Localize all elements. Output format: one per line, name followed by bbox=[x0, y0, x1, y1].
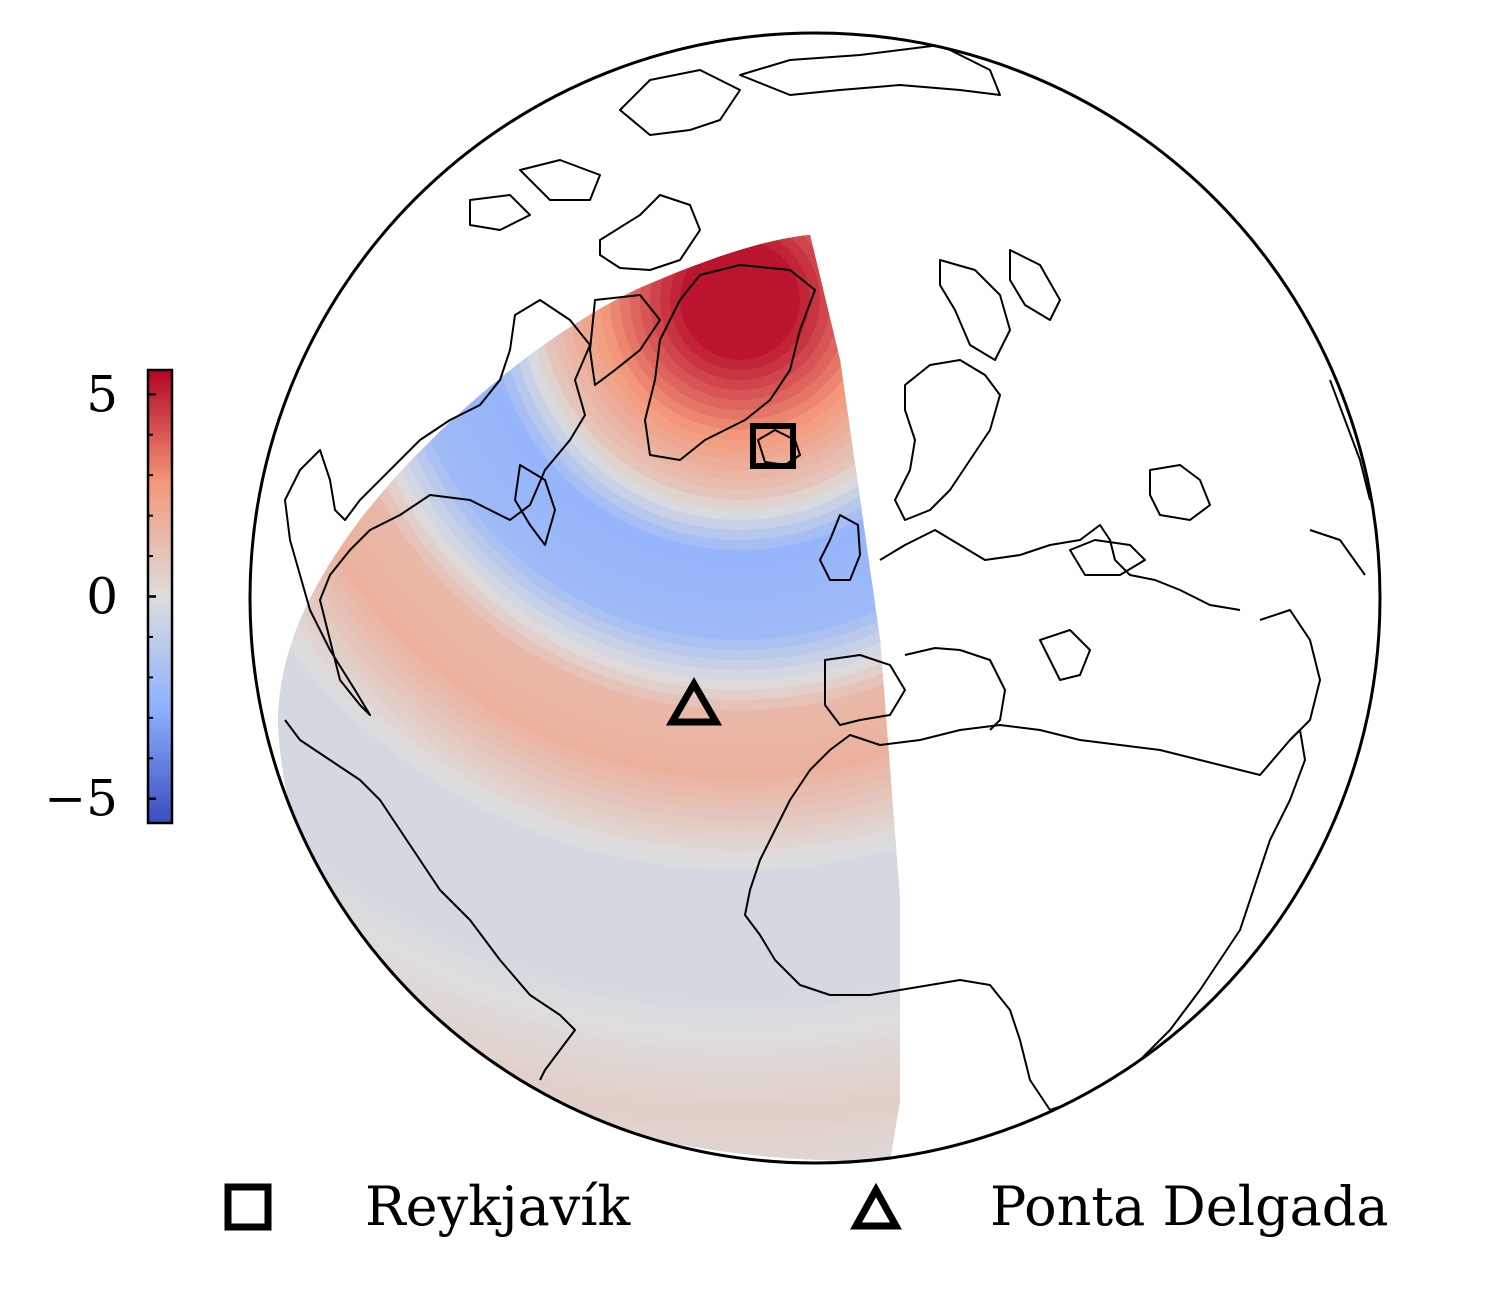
globe-outline bbox=[248, 31, 1382, 1165]
ponta-delgada-marker bbox=[665, 677, 723, 726]
legend: Reykjavík Ponta Delgada bbox=[224, 1175, 1389, 1238]
legend-label-reykjavik: Reykjavík bbox=[365, 1175, 632, 1238]
colorbar-minor-ticks bbox=[148, 433, 153, 760]
colorbar-tick-label: 5 bbox=[86, 365, 118, 423]
reykjavik-marker bbox=[750, 423, 796, 469]
coastlines bbox=[284, 44, 1371, 1111]
colorbar: 5 0 −5 bbox=[44, 365, 174, 828]
legend-square-icon bbox=[224, 1183, 272, 1231]
colorbar-tick-label: 0 bbox=[86, 568, 118, 626]
colorbar-major-ticks: 5 0 −5 bbox=[44, 365, 156, 828]
legend-label-ponta-delgada: Ponta Delgada bbox=[990, 1175, 1389, 1238]
colorbar-tick-label: −5 bbox=[44, 770, 118, 828]
field-band bbox=[739, 299, 741, 301]
legend-triangle-icon bbox=[850, 1182, 902, 1230]
